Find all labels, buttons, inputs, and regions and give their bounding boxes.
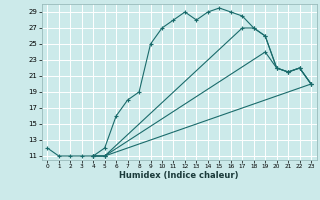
X-axis label: Humidex (Indice chaleur): Humidex (Indice chaleur)	[119, 171, 239, 180]
